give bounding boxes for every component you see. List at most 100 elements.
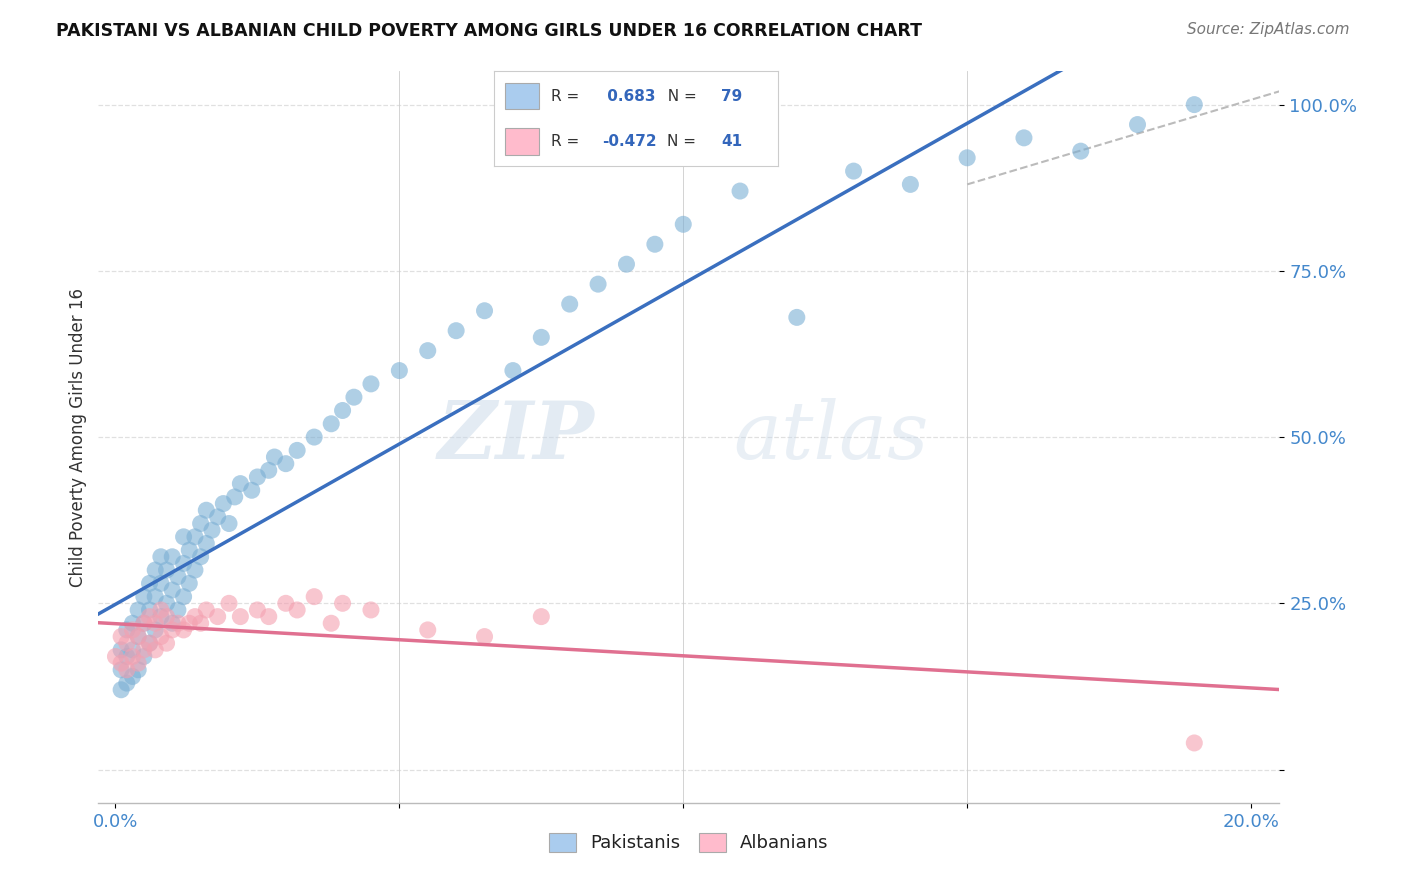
Point	[360, 376, 382, 391]
Point	[155, 609, 177, 624]
Point	[127, 663, 149, 677]
Point	[162, 623, 183, 637]
Point	[388, 363, 411, 377]
Point	[110, 643, 132, 657]
Point	[127, 630, 149, 644]
Point	[224, 490, 246, 504]
Point	[474, 630, 496, 644]
Point	[121, 643, 143, 657]
Y-axis label: Child Poverty Among Girls Under 16: Child Poverty Among Girls Under 16	[69, 287, 87, 587]
Text: PAKISTANI VS ALBANIAN CHILD POVERTY AMONG GIRLS UNDER 16 CORRELATION CHART: PAKISTANI VS ALBANIAN CHILD POVERTY AMON…	[56, 22, 922, 40]
Point	[343, 390, 366, 404]
Point	[149, 609, 172, 624]
Point	[558, 297, 581, 311]
Point	[190, 516, 212, 531]
Point	[167, 616, 190, 631]
Point	[173, 590, 195, 604]
Point	[127, 656, 149, 670]
Point	[149, 603, 172, 617]
Point	[321, 417, 343, 431]
Text: ZIP: ZIP	[437, 399, 595, 475]
Point	[127, 630, 149, 644]
Point	[321, 616, 343, 631]
Point	[190, 616, 212, 631]
Point	[138, 609, 160, 624]
Point	[162, 582, 183, 597]
Point	[115, 623, 138, 637]
Text: Source: ZipAtlas.com: Source: ZipAtlas.com	[1187, 22, 1350, 37]
Point	[530, 330, 553, 344]
Point	[616, 257, 638, 271]
Point	[360, 603, 382, 617]
Point	[212, 497, 235, 511]
Point	[138, 636, 160, 650]
Point	[274, 596, 297, 610]
Point	[132, 590, 155, 604]
Point	[143, 590, 166, 604]
Point	[956, 151, 979, 165]
Point	[179, 543, 201, 558]
Point	[155, 636, 177, 650]
Point	[229, 609, 252, 624]
Point	[218, 596, 240, 610]
Point	[728, 184, 751, 198]
Point	[132, 616, 155, 631]
Point	[127, 603, 149, 617]
Point	[218, 516, 240, 531]
Point	[121, 669, 143, 683]
Point	[143, 563, 166, 577]
Point	[207, 509, 229, 524]
Point	[302, 430, 325, 444]
Point	[229, 476, 252, 491]
Point	[115, 649, 138, 664]
Point	[900, 178, 922, 192]
Point	[149, 576, 172, 591]
Point	[195, 536, 218, 550]
Point	[416, 343, 439, 358]
Point	[240, 483, 263, 498]
Point	[132, 643, 155, 657]
Point	[173, 623, 195, 637]
Point	[184, 563, 207, 577]
Point	[121, 623, 143, 637]
Point	[302, 590, 325, 604]
Point	[143, 623, 166, 637]
Point	[155, 563, 177, 577]
Point	[110, 663, 132, 677]
Point	[586, 277, 609, 292]
Legend: Pakistanis, Albanians: Pakistanis, Albanians	[541, 826, 837, 860]
Point	[672, 217, 695, 231]
Point	[416, 623, 439, 637]
Point	[143, 616, 166, 631]
Point	[132, 616, 155, 631]
Point	[257, 463, 280, 477]
Point	[201, 523, 224, 537]
Point	[263, 450, 285, 464]
Point	[332, 596, 354, 610]
Point	[285, 443, 308, 458]
Point	[1070, 144, 1092, 158]
Point	[184, 530, 207, 544]
Point	[162, 549, 183, 564]
Point	[121, 649, 143, 664]
Point	[190, 549, 212, 564]
Point	[502, 363, 524, 377]
Point	[246, 603, 269, 617]
Point	[332, 403, 354, 417]
Point	[110, 682, 132, 697]
Point	[167, 603, 190, 617]
Point	[195, 503, 218, 517]
Point	[285, 603, 308, 617]
Point	[257, 609, 280, 624]
Point	[155, 596, 177, 610]
Point	[246, 470, 269, 484]
Point	[1182, 736, 1205, 750]
Point	[644, 237, 666, 252]
Point	[110, 630, 132, 644]
Point	[115, 676, 138, 690]
Point	[138, 603, 160, 617]
Point	[115, 663, 138, 677]
Point	[173, 557, 195, 571]
Point	[138, 636, 160, 650]
Point	[149, 630, 172, 644]
